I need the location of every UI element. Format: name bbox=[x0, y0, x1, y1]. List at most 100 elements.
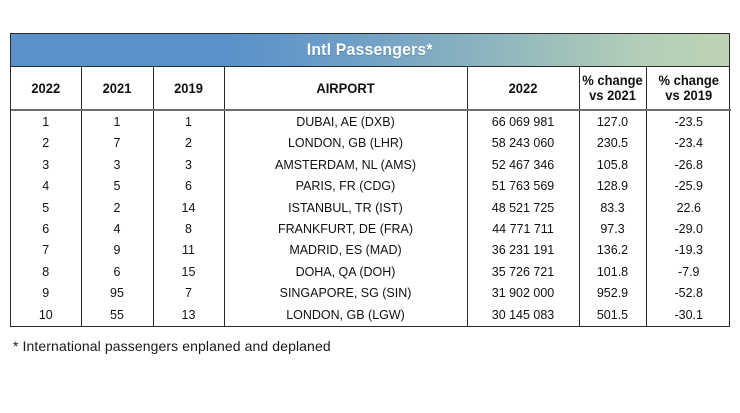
cell-airport: SINGAPORE, SG (SIN) bbox=[228, 282, 463, 304]
cell-rank-2019: 14 bbox=[153, 196, 224, 219]
change-2021-line1: % change bbox=[582, 73, 643, 88]
table-row: 10 55 13 LONDON, GB (LGW) 30 145 083 501.5 -30… bbox=[11, 303, 731, 327]
cell-change-vs-2021: 97.3 bbox=[579, 218, 646, 240]
cell-rank-2019: 15 bbox=[153, 260, 224, 283]
cell-rank-2021: 95 bbox=[81, 282, 153, 304]
cell-rank-2022: 5 bbox=[12, 196, 81, 219]
table-row: 1 1 1 DUBAI, AE (DXB) 66 069 981 127.0 -23.5 bbox=[11, 110, 731, 133]
cell-passengers-2022: 31 902 000 bbox=[468, 282, 578, 304]
column-header-rank-2022: 2022 bbox=[12, 67, 81, 110]
cell-change-vs-2021: 501.5 bbox=[579, 303, 646, 327]
cell-rank-2021: 6 bbox=[81, 260, 153, 283]
cell-change-vs-2021: 128.9 bbox=[579, 175, 646, 197]
cell-passengers-2022: 48 521 725 bbox=[468, 196, 578, 219]
cell-airport: DUBAI, AE (DXB) bbox=[228, 110, 463, 133]
cell-rank-2022: 7 bbox=[12, 239, 81, 261]
cell-passengers-2022: 35 726 721 bbox=[468, 260, 578, 283]
cell-airport: AMSTERDAM, NL (AMS) bbox=[228, 153, 463, 176]
column-header-change-vs-2019: % change vs 2019 bbox=[647, 67, 730, 110]
cell-airport: ISTANBUL, TR (IST) bbox=[228, 196, 463, 219]
cell-rank-2019: 3 bbox=[153, 153, 224, 176]
cell-rank-2021: 9 bbox=[81, 239, 153, 261]
cell-airport: DOHA, QA (DOH) bbox=[228, 260, 463, 283]
column-header-rank-2019: 2019 bbox=[153, 67, 224, 110]
cell-change-vs-2019: -23.4 bbox=[647, 132, 730, 154]
cell-rank-2022: 10 bbox=[12, 303, 81, 327]
cell-passengers-2022: 66 069 981 bbox=[468, 110, 578, 133]
table-row: 8 6 15 DOHA, QA (DOH) 35 726 721 101.8 -7.9 bbox=[11, 260, 731, 283]
cell-change-vs-2019: -19.3 bbox=[647, 239, 730, 261]
cell-rank-2022: 4 bbox=[12, 175, 81, 197]
cell-rank-2021: 2 bbox=[81, 196, 153, 219]
table-row: 3 3 3 AMSTERDAM, NL (AMS) 52 467 346 105.8 -26… bbox=[11, 153, 731, 176]
cell-rank-2021: 3 bbox=[81, 153, 153, 176]
cell-change-vs-2021: 136.2 bbox=[579, 239, 646, 261]
cell-change-vs-2019: -52.8 bbox=[647, 282, 730, 304]
table-row: 4 5 6 PARIS, FR (CDG) 51 763 569 128.9 -25.9 bbox=[11, 175, 731, 197]
cell-passengers-2022: 36 231 191 bbox=[468, 239, 578, 261]
header-row: 2022 2021 2019 AIRPORT 2022 % change vs … bbox=[11, 67, 731, 110]
cell-rank-2021: 55 bbox=[81, 303, 153, 327]
table-header: 2022 2021 2019 AIRPORT 2022 % change vs … bbox=[11, 67, 731, 110]
change-2019-line1: % change bbox=[658, 73, 719, 88]
table-title: Intl Passengers* bbox=[306, 40, 433, 59]
cell-passengers-2022: 58 243 060 bbox=[468, 132, 578, 154]
cell-change-vs-2021: 101.8 bbox=[579, 260, 646, 283]
cell-airport: LONDON, GB (LGW) bbox=[228, 303, 463, 327]
cell-rank-2022: 8 bbox=[12, 260, 81, 283]
cell-rank-2019: 11 bbox=[153, 239, 224, 261]
cell-rank-2021: 5 bbox=[81, 175, 153, 197]
intl-passengers-table-container: Intl Passengers* 2022 2021 2019 AIRPORT … bbox=[10, 33, 731, 328]
cell-rank-2019: 1 bbox=[153, 110, 224, 133]
cell-airport: FRANKFURT, DE (FRA) bbox=[228, 218, 463, 240]
cell-change-vs-2019: -26.8 bbox=[647, 153, 730, 176]
cell-rank-2019: 6 bbox=[153, 175, 224, 197]
table-row: 6 4 8 FRANKFURT, DE (FRA) 44 771 711 97.3 -29.… bbox=[11, 218, 731, 240]
cell-passengers-2022: 51 763 569 bbox=[468, 175, 578, 197]
cell-rank-2022: 1 bbox=[12, 110, 81, 133]
cell-change-vs-2019: -25.9 bbox=[647, 175, 730, 197]
cell-rank-2022: 6 bbox=[12, 218, 81, 240]
cell-change-vs-2021: 105.8 bbox=[579, 153, 646, 176]
table-body: 1 1 1 DUBAI, AE (DXB) 66 069 981 127.0 -23.5 2 7… bbox=[11, 110, 731, 327]
change-2019-line2: vs 2019 bbox=[665, 88, 713, 103]
cell-change-vs-2021: 952.9 bbox=[579, 282, 646, 304]
cell-rank-2019: 2 bbox=[153, 132, 224, 154]
cell-passengers-2022: 44 771 711 bbox=[468, 218, 578, 240]
cell-rank-2022: 3 bbox=[12, 153, 81, 176]
cell-rank-2022: 9 bbox=[12, 282, 81, 304]
cell-rank-2019: 13 bbox=[153, 303, 224, 327]
cell-airport: LONDON, GB (LHR) bbox=[228, 132, 463, 154]
table-title-bar: Intl Passengers* bbox=[11, 34, 729, 67]
column-header-rank-2021: 2021 bbox=[81, 67, 153, 110]
intl-passengers-table: 2022 2021 2019 AIRPORT 2022 % change vs … bbox=[11, 67, 731, 327]
cell-passengers-2022: 30 145 083 bbox=[468, 303, 578, 327]
column-header-passengers-2022: 2022 bbox=[468, 67, 578, 110]
cell-change-vs-2019: 22.6 bbox=[647, 196, 730, 219]
cell-rank-2022: 2 bbox=[12, 132, 81, 154]
table-row: 7 9 11 MADRID, ES (MAD) 36 231 191 136.2 -19.3 bbox=[11, 239, 731, 261]
cell-change-vs-2019: -29.0 bbox=[647, 218, 730, 240]
table-row: 2 7 2 LONDON, GB (LHR) 58 243 060 230.5 -23.4 bbox=[11, 132, 731, 154]
table-row: 5 2 14 ISTANBUL, TR (IST) 48 521 725 83.3 22.6 bbox=[11, 196, 731, 219]
column-header-change-vs-2021: % change vs 2021 bbox=[579, 67, 646, 110]
cell-change-vs-2019: -30.1 bbox=[647, 303, 730, 327]
cell-change-vs-2019: -23.5 bbox=[647, 110, 730, 133]
cell-rank-2021: 1 bbox=[81, 110, 153, 133]
table-footnote: * International passengers enplaned and … bbox=[13, 338, 331, 354]
change-2021-line2: vs 2021 bbox=[589, 88, 636, 103]
cell-airport: MADRID, ES (MAD) bbox=[228, 239, 463, 261]
cell-rank-2021: 7 bbox=[81, 132, 153, 154]
cell-rank-2021: 4 bbox=[81, 218, 153, 240]
cell-passengers-2022: 52 467 346 bbox=[468, 153, 578, 176]
cell-rank-2019: 7 bbox=[153, 282, 224, 304]
cell-change-vs-2021: 83.3 bbox=[579, 196, 646, 219]
column-header-airport: AIRPORT bbox=[228, 67, 463, 110]
cell-change-vs-2019: -7.9 bbox=[647, 260, 730, 283]
cell-change-vs-2021: 127.0 bbox=[579, 110, 646, 133]
table-row: 9 95 7 SINGAPORE, SG (SIN) 31 902 000 952.9 -5… bbox=[11, 282, 731, 304]
cell-airport: PARIS, FR (CDG) bbox=[228, 175, 463, 197]
cell-rank-2019: 8 bbox=[153, 218, 224, 240]
cell-change-vs-2021: 230.5 bbox=[579, 132, 646, 154]
